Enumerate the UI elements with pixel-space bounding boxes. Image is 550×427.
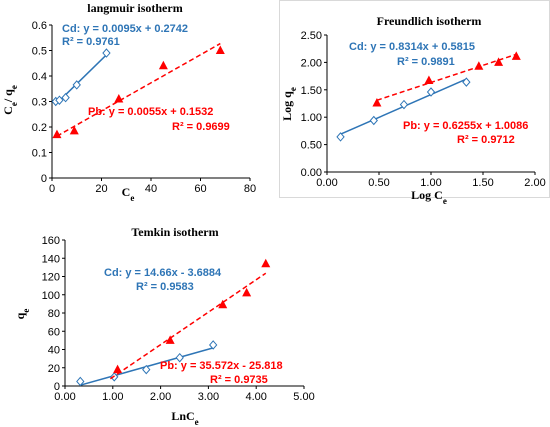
- data-point-cd: [102, 48, 111, 58]
- x-tick-label: 40: [145, 183, 157, 195]
- x-tick-label: 80: [244, 183, 256, 195]
- x-tick-label: 4.00: [245, 391, 266, 403]
- data-point-pb: [372, 97, 382, 107]
- freundlich-chart-panel: 0.00 0.50 1.00 1.50 2.00 0.00 0.50 1.00 1.50 2.00…: [279, 0, 550, 206]
- langmuir-chart-panel: 0 20 40 60 80 0 0.1 0.2 0.3 0.4 0.5 0.6 langmuir iso…: [0, 0, 270, 203]
- r2-label-pb: R² = 0.9699: [172, 121, 230, 133]
- trendline-pb: [376, 53, 517, 101]
- y-axis-label: Log qe: [280, 87, 298, 121]
- equation-label-pb: Pb: y = 35.572x - 25.818: [160, 360, 283, 372]
- y-axis-label: qe: [13, 309, 31, 320]
- data-point-cd: [142, 364, 151, 375]
- equation-label-pb: Pb: y = 0.6255x + 1.0086: [403, 120, 528, 132]
- y-tick-label: 0: [54, 381, 60, 393]
- data-point-cd: [175, 352, 184, 363]
- x-axis-label: Ce: [122, 185, 135, 203]
- temkin-chart: 0.00 1.00 2.00 3.00 4.00 5.00 0 20 40 60 80 100 120 1…: [13, 225, 315, 427]
- data-point-cd: [61, 92, 70, 103]
- x-tick-label: 0.00: [54, 391, 75, 403]
- data-point-pb: [242, 287, 252, 297]
- equation-label-cd: Cd: y = 14.66x - 3.6884: [104, 267, 222, 279]
- y-axis-label: Ce/ qe: [1, 85, 19, 115]
- x-tick-label: 1.50: [472, 177, 493, 189]
- y-tick-label: 80: [48, 308, 60, 320]
- x-tick-label: 20: [95, 183, 107, 195]
- data-point-cd: [336, 132, 345, 142]
- y-tick-label: 2.00: [301, 57, 322, 69]
- data-point-cd: [76, 376, 85, 387]
- x-tick-label: 1.00: [102, 391, 123, 403]
- y-tick-label: 0.5: [32, 46, 47, 58]
- x-tick-label: 3.00: [198, 391, 219, 403]
- r2-label-pb: R² = 0.9735: [210, 374, 268, 386]
- y-tick-label: 0: [41, 173, 47, 185]
- trendline-pb: [109, 272, 267, 380]
- y-tick-label: 140: [42, 253, 60, 265]
- equation-label-pb: Pb: y = 0.0055x + 0.1532: [88, 106, 213, 118]
- y-tick-label: 0.50: [301, 140, 322, 152]
- equation-label-cd: Cd: y = 0.8314x + 0.5815: [349, 41, 475, 53]
- x-tick-label: 1.00: [420, 177, 441, 189]
- freundlich-chart: 0.00 0.50 1.00 1.50 2.00 0.00 0.50 1.00 1.50 2.00…: [280, 14, 546, 206]
- temkin-chart-panel: 0.00 1.00 2.00 3.00 4.00 5.00 0 20 40 60 80 100 120 1…: [13, 224, 320, 427]
- data-point-pb: [511, 51, 521, 60]
- data-point-pb: [165, 335, 175, 344]
- data-point-cd: [72, 80, 81, 90]
- data-point-pb: [424, 75, 434, 84]
- y-tick-label: 0.4: [32, 71, 47, 83]
- x-tick-label: 2.00: [150, 391, 171, 403]
- chart-title: Freundlich isotherm: [377, 14, 482, 28]
- data-point-pb: [494, 57, 504, 66]
- r2-label-cd: R² = 0.9583: [136, 281, 194, 293]
- y-tick-label: 2.50: [301, 30, 322, 42]
- data-point-pb: [114, 93, 124, 103]
- x-tick-label: 0: [49, 183, 55, 195]
- y-tick-label: 160: [42, 235, 60, 247]
- y-tick-label: 120: [42, 272, 60, 284]
- data-point-pb: [158, 60, 168, 70]
- x-tick-label: 5.00: [293, 391, 314, 403]
- x-axis-label: Log Ce: [411, 188, 447, 206]
- y-tick-label: 0.1: [32, 148, 47, 160]
- y-tick-label: 0.2: [32, 122, 47, 134]
- y-tick-label: 100: [42, 290, 60, 302]
- x-tick-label: 2.00: [524, 177, 545, 189]
- x-axis-label: LnCe: [171, 409, 198, 427]
- data-point-pb: [215, 45, 225, 54]
- y-tick-label: 60: [48, 326, 60, 338]
- y-tick-label: 1.00: [301, 112, 322, 124]
- langmuir-chart: 0 20 40 60 80 0 0.1 0.2 0.3 0.4 0.5 0.6 langmuir iso…: [1, 1, 256, 203]
- data-point-pb: [474, 61, 484, 70]
- chart-title: langmuir isotherm: [87, 1, 182, 15]
- equation-label-cd: Cd: y = 0.0095x + 0.2742: [62, 23, 188, 35]
- y-tick-label: 40: [48, 345, 60, 357]
- data-point-pb: [52, 129, 62, 139]
- r2-label-cd: R² = 0.9891: [397, 56, 455, 68]
- data-point-pb: [218, 299, 228, 309]
- trendline-pb: [56, 42, 221, 137]
- r2-label-cd: R² = 0.9761: [62, 36, 120, 48]
- x-tick-label: 0.00: [316, 177, 337, 189]
- y-tick-label: 0.3: [32, 97, 47, 109]
- x-tick-label: 60: [194, 183, 206, 195]
- data-point-cd: [209, 340, 218, 350]
- data-point-cd: [399, 99, 409, 110]
- y-tick-label: 1.50: [301, 85, 322, 97]
- y-tick-label: 20: [48, 363, 60, 375]
- r2-label-pb: R² = 0.9712: [457, 134, 515, 146]
- y-tick-label: 0.00: [301, 167, 322, 179]
- data-point-cd: [369, 115, 378, 126]
- chart-title: Temkin isotherm: [131, 225, 218, 239]
- data-point-cd: [462, 77, 471, 87]
- y-tick-label: 0.6: [32, 20, 47, 32]
- data-point-pb: [261, 258, 271, 268]
- data-point-pb: [69, 125, 79, 135]
- data-point-cd: [55, 95, 64, 105]
- data-point-pb: [113, 364, 123, 374]
- x-tick-label: 0.50: [368, 177, 389, 189]
- data-point-cd: [426, 87, 436, 97]
